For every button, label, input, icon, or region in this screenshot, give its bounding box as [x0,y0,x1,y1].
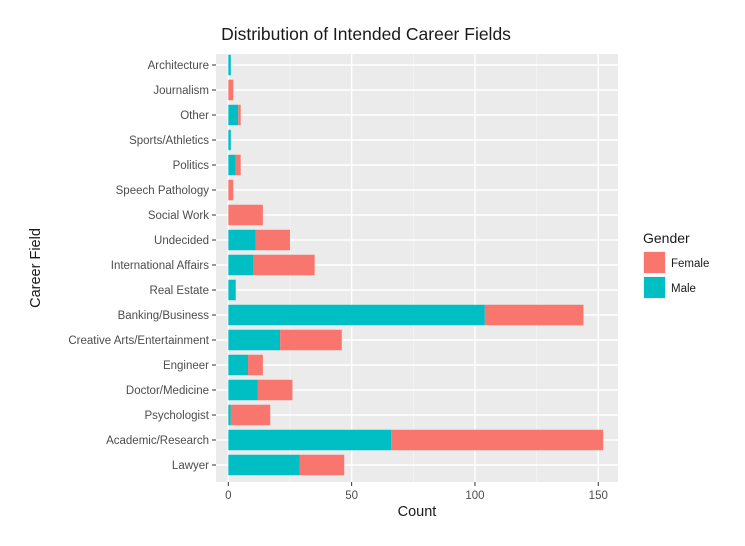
y-tick-label: Banking/Business [118,310,210,322]
bar-male [228,354,249,376]
y-tick-label: Psychologist [144,410,209,422]
x-tick-label: 50 [345,490,358,502]
y-tick-label: Engineer [163,360,209,372]
y-tick-label: Speech Pathology [116,185,210,197]
bar-male [228,254,253,276]
x-axis-label: Count [398,504,437,520]
y-tick-label: Journalism [153,85,209,97]
legend-key-male [644,277,665,298]
bar-male [228,54,231,76]
bar-male [228,154,236,176]
bar-female [257,379,293,401]
bar-female [235,154,241,176]
y-tick-label: Other [180,110,209,122]
y-tick-label: Politics [173,160,210,172]
bar-male [228,129,231,151]
bar-male [228,329,281,351]
bar-male [228,429,392,451]
legend-key-female [644,252,665,273]
grid-lines [216,54,618,482]
bar-female [299,454,345,476]
bar-female [484,304,584,326]
x-axis: 0 50 100 150 [225,482,608,502]
bar-female [230,404,271,426]
y-tick-label: Sports/Athletics [129,135,209,147]
legend-label-female: Female [671,258,709,270]
bar-female [252,254,315,276]
y-tick-label: International Affairs [111,260,209,272]
y-tick-label: Lawyer [172,460,209,472]
bar-female [228,204,263,226]
bar-male [228,229,256,251]
bar-male [228,379,258,401]
y-axis-label: Career Field [28,228,44,308]
chart-title: Distribution of Intended Career Fields [221,24,511,44]
x-tick-label: 150 [589,490,608,502]
bar-female [238,104,241,126]
bar-female [228,79,234,101]
y-tick-label: Real Estate [150,285,209,297]
bar-female [255,229,290,251]
y-axis: Architecture Journalism Other Sports/Athlet… [68,60,216,472]
bars [228,54,604,476]
y-tick-label: Creative Arts/Entertainment [68,335,209,347]
y-tick-label: Academic/Research [106,435,209,447]
bar-female [391,429,604,451]
y-tick-label: Undecided [154,235,209,247]
legend-title: Gender [643,230,690,246]
legend: Gender Female Male [643,230,709,299]
x-tick-label: 100 [465,490,484,502]
bar-female [280,329,342,351]
y-tick-label: Architecture [148,60,209,72]
y-tick-label: Doctor/Medicine [126,385,209,397]
bar-male [228,104,239,126]
bar-male [228,279,236,301]
bar-male [228,404,231,426]
y-tick-label: Social Work [148,210,209,222]
legend-label-male: Male [671,283,696,295]
x-tick-label: 0 [225,490,231,502]
bar-female [248,354,263,376]
bar-male [228,454,300,476]
bar-female [228,179,234,201]
bar-male [228,304,485,326]
